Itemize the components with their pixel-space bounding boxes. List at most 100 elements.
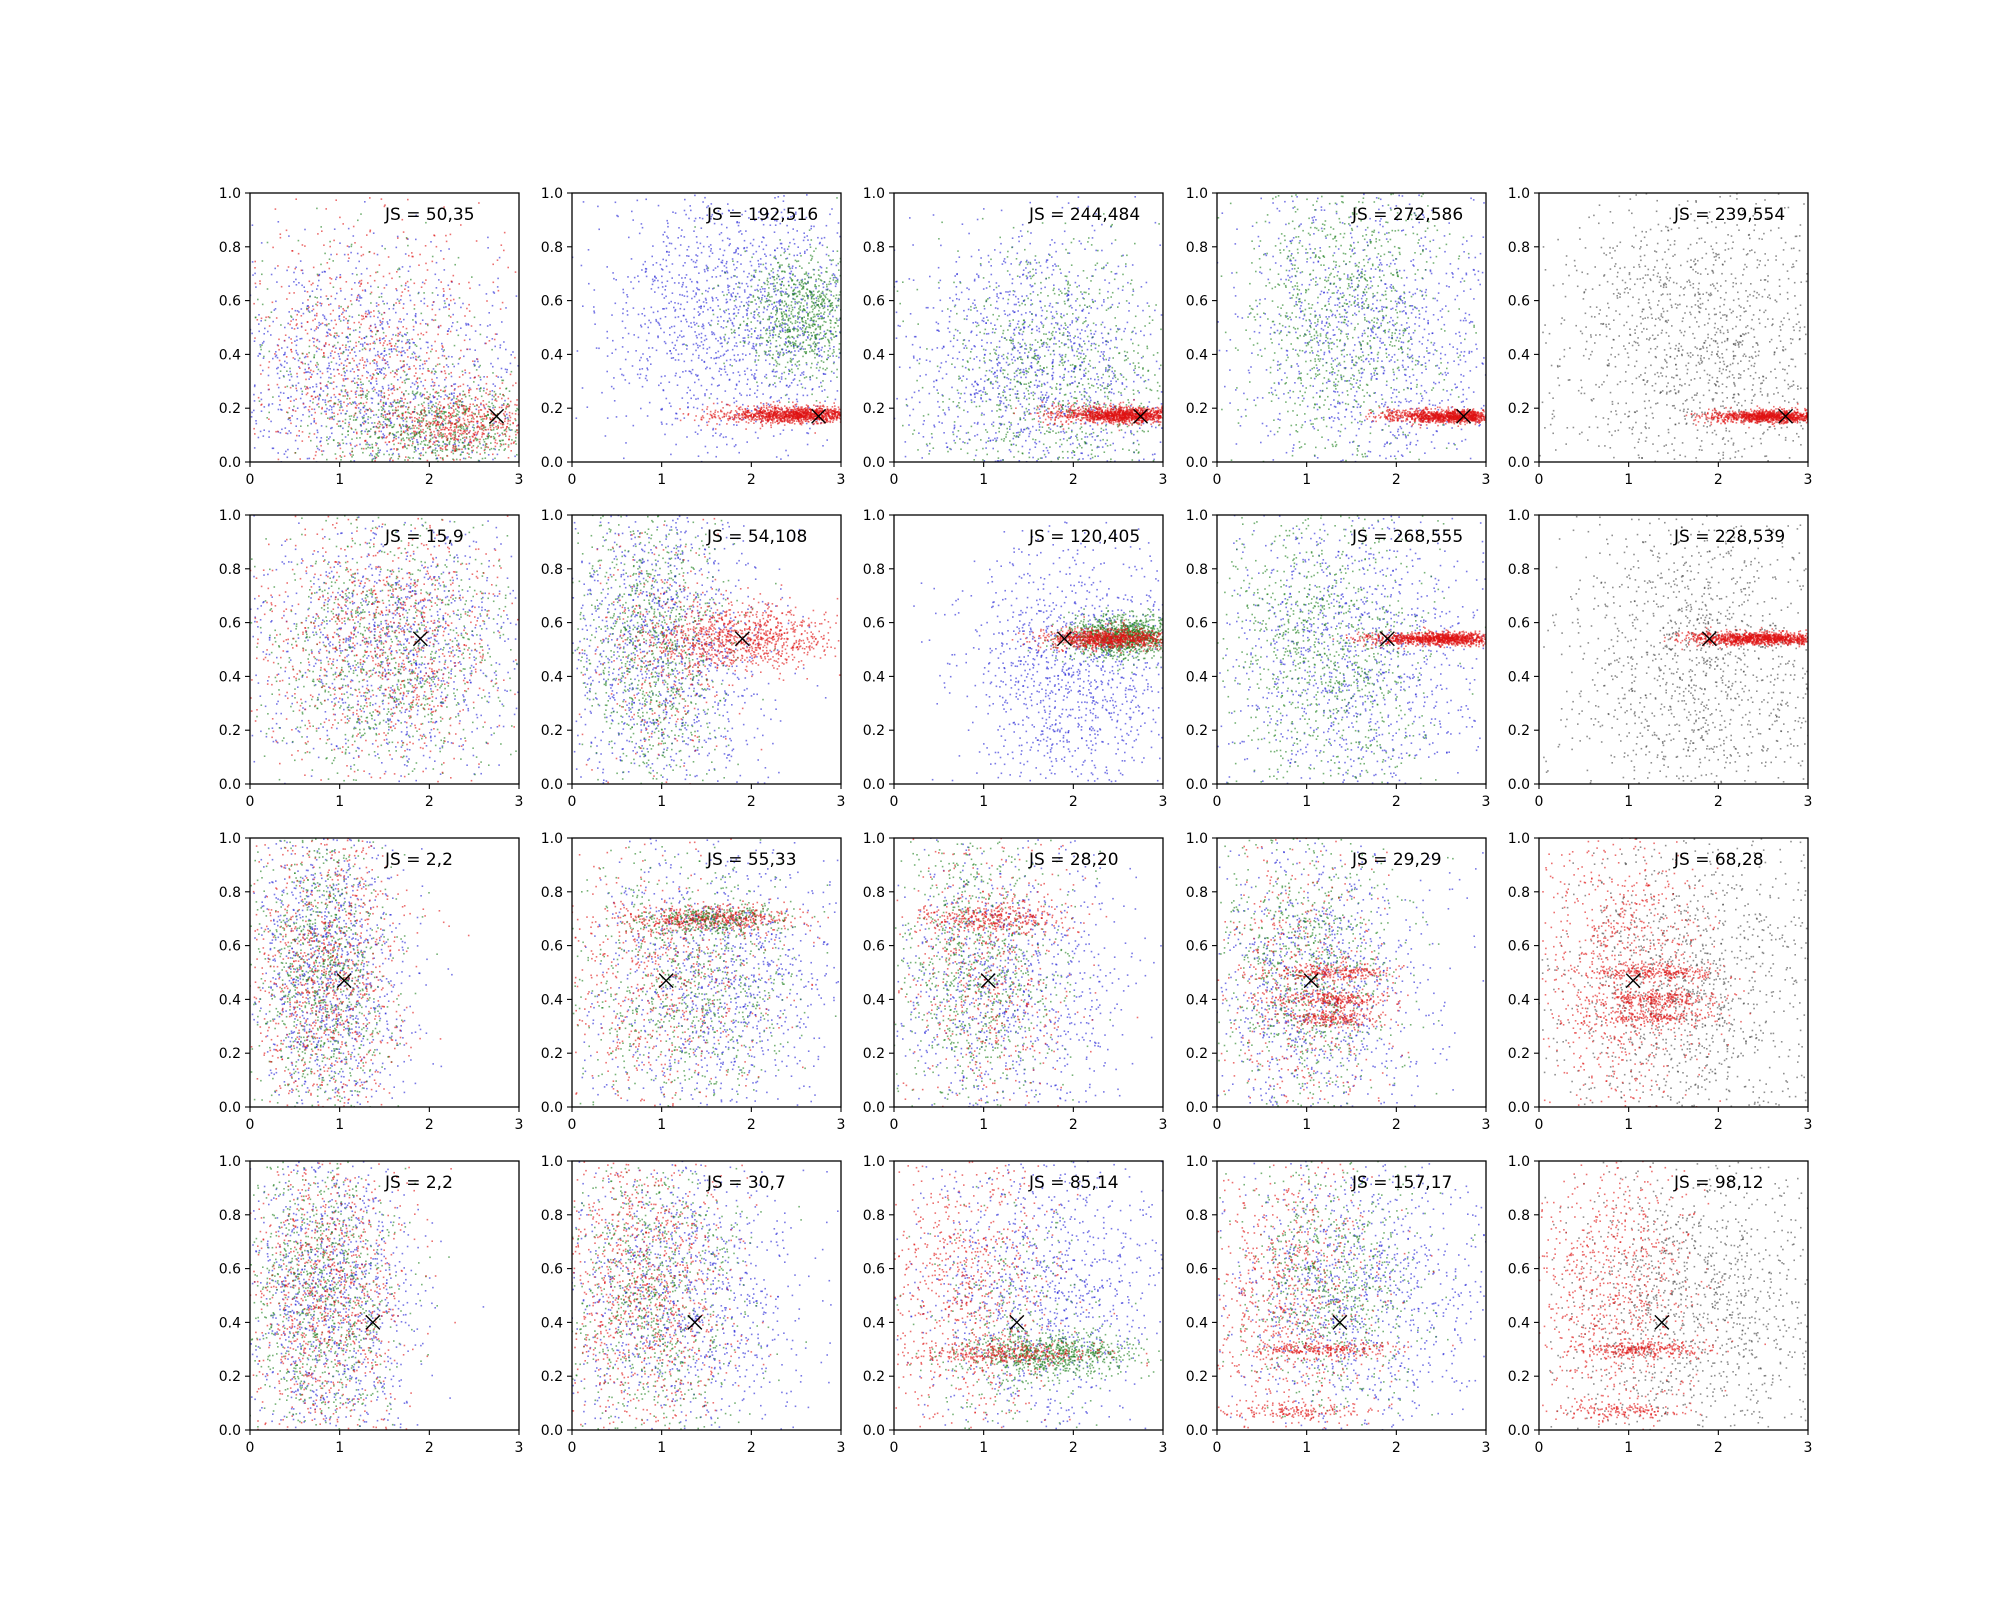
point [493,390,496,393]
point [338,393,340,395]
point [403,430,405,433]
point [431,409,433,412]
point [747,317,749,320]
point [810,259,812,261]
point [300,337,303,340]
point [723,336,725,338]
point [382,387,384,390]
point [785,342,787,344]
point [787,330,790,333]
point [805,271,808,274]
point [364,348,367,351]
point [699,313,701,315]
point [277,386,280,389]
point [432,385,435,387]
point [725,326,728,328]
point [796,302,799,305]
point [434,391,437,394]
point [690,258,693,261]
point [388,394,390,396]
point [422,384,425,387]
point [404,444,406,447]
point [317,233,319,235]
point [462,457,465,460]
point [316,361,318,364]
point [457,420,460,422]
point [785,316,788,318]
point [766,216,769,219]
point [388,413,391,415]
point [719,213,721,216]
point [778,363,781,366]
point [829,347,831,350]
point [710,203,713,205]
point [453,383,455,386]
point [774,224,777,226]
point [818,347,820,350]
point [514,413,517,415]
point [445,436,448,439]
point [791,292,794,295]
point [626,314,629,316]
point [429,434,432,437]
point [480,447,483,449]
point [470,457,472,459]
point [706,267,708,270]
point [764,295,766,298]
point [515,443,517,445]
point [308,436,310,438]
point [440,396,442,398]
point [337,369,339,371]
point [317,363,319,366]
point [437,294,439,296]
point [711,276,713,278]
point [657,336,659,339]
point [457,405,459,408]
point [414,314,417,317]
point [780,283,783,286]
point [505,307,507,309]
point [333,415,336,418]
point [494,345,496,348]
point [812,342,815,345]
point [788,245,790,248]
point [786,257,789,260]
point [305,378,307,381]
point [433,436,436,438]
point [433,382,436,384]
point [476,415,478,418]
point [402,360,405,363]
point [276,281,278,283]
point [380,394,382,397]
point [330,382,333,385]
point [702,343,705,346]
point [376,271,379,273]
point [765,377,768,379]
point [326,323,328,326]
point [825,253,828,256]
point [742,403,744,406]
point [694,431,697,433]
point [472,421,475,423]
point [371,458,374,461]
point [504,418,506,420]
point [778,278,781,281]
point [768,293,770,296]
point [418,377,421,379]
point [454,443,456,445]
point [354,391,357,394]
point [502,433,504,436]
point [466,384,469,387]
point [313,417,315,420]
point [641,313,643,315]
point [326,436,328,438]
point [789,241,791,244]
point [748,341,751,343]
point [412,351,415,354]
point [447,397,450,400]
point [753,276,756,278]
point [411,427,413,430]
point [805,216,808,219]
point [807,282,809,284]
point [344,372,346,374]
